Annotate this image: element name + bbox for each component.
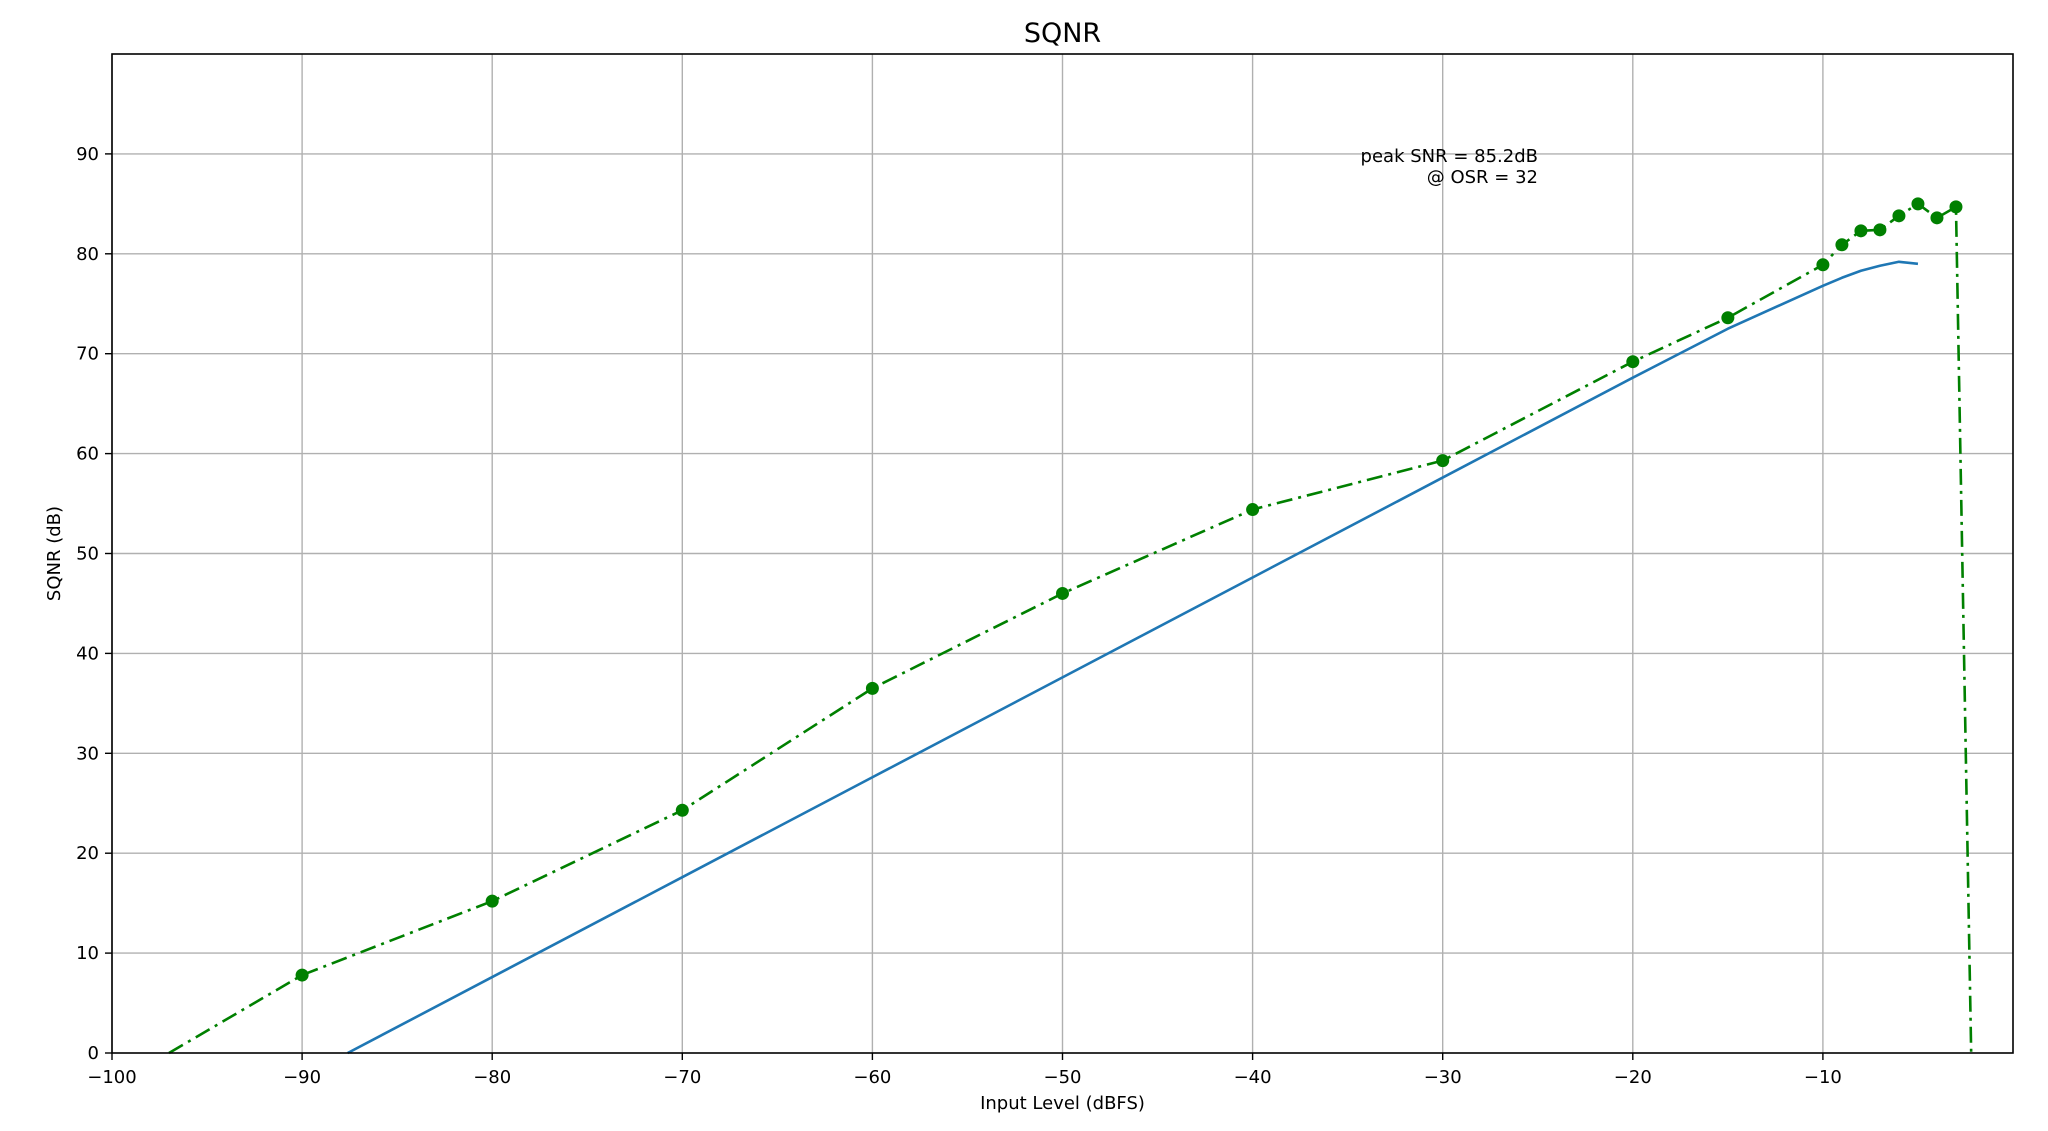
chart-title: SQNR [1024,18,1101,49]
series-2-point [1816,258,1830,272]
y-axis-label: SQNR (dB) [44,506,65,601]
peak-snr-annotation: peak SNR = 85.2dB [1361,146,1538,167]
y-tick-label: 50 [76,544,99,565]
x-tick-label: −30 [1424,1067,1462,1088]
x-tick-label: −70 [663,1067,701,1088]
y-tick-label: 60 [76,444,99,465]
x-tick-label: −90 [283,1067,321,1088]
x-tick-label: −80 [473,1067,511,1088]
x-tick-label: −20 [1614,1067,1652,1088]
x-tick-label: −50 [1044,1067,1082,1088]
axis-ticks: −100 −90 −80 −70 −60 −50 −40 −30 −20 −10010203040… [76,144,1842,1088]
y-tick-label: 90 [76,144,99,165]
series-2-point [295,968,309,982]
series-1-line [347,260,1919,1055]
x-tick-label: −10 [1804,1067,1842,1088]
y-tick-label: 40 [76,643,99,664]
series-2-point [1930,211,1944,225]
y-tick-label: 10 [76,943,99,964]
x-axis-label: Input Level (dBFS) [980,1093,1145,1114]
series-2-point [1721,311,1735,325]
grid [111,54,2013,1053]
series-2-point [1056,586,1069,600]
y-tick-label: 30 [76,743,99,764]
series-2-point [1436,454,1450,468]
y-tick-label: 0 [88,1043,99,1064]
x-tick-label: −100 [87,1067,136,1088]
series-2-point [1626,355,1640,369]
series-2-point [485,894,499,908]
y-tick-label: 80 [76,244,99,265]
series-2-point [1873,223,1887,237]
series-2-point [1854,224,1868,238]
x-tick-label: −60 [853,1067,891,1088]
y-tick-label: 70 [76,344,99,365]
osr-annotation: @ OSR = 32 [1427,167,1538,188]
series-2-point [1246,503,1260,517]
y-tick-label: 20 [76,843,99,864]
series-2-point [1949,200,1963,214]
series-2-point [675,803,689,817]
series-2-point [1911,197,1925,211]
series-2-point [1892,209,1906,223]
series-2-point [865,681,879,695]
series-2-point [1835,238,1849,252]
series-layer [168,197,1973,1055]
x-tick-label: −40 [1234,1067,1272,1088]
